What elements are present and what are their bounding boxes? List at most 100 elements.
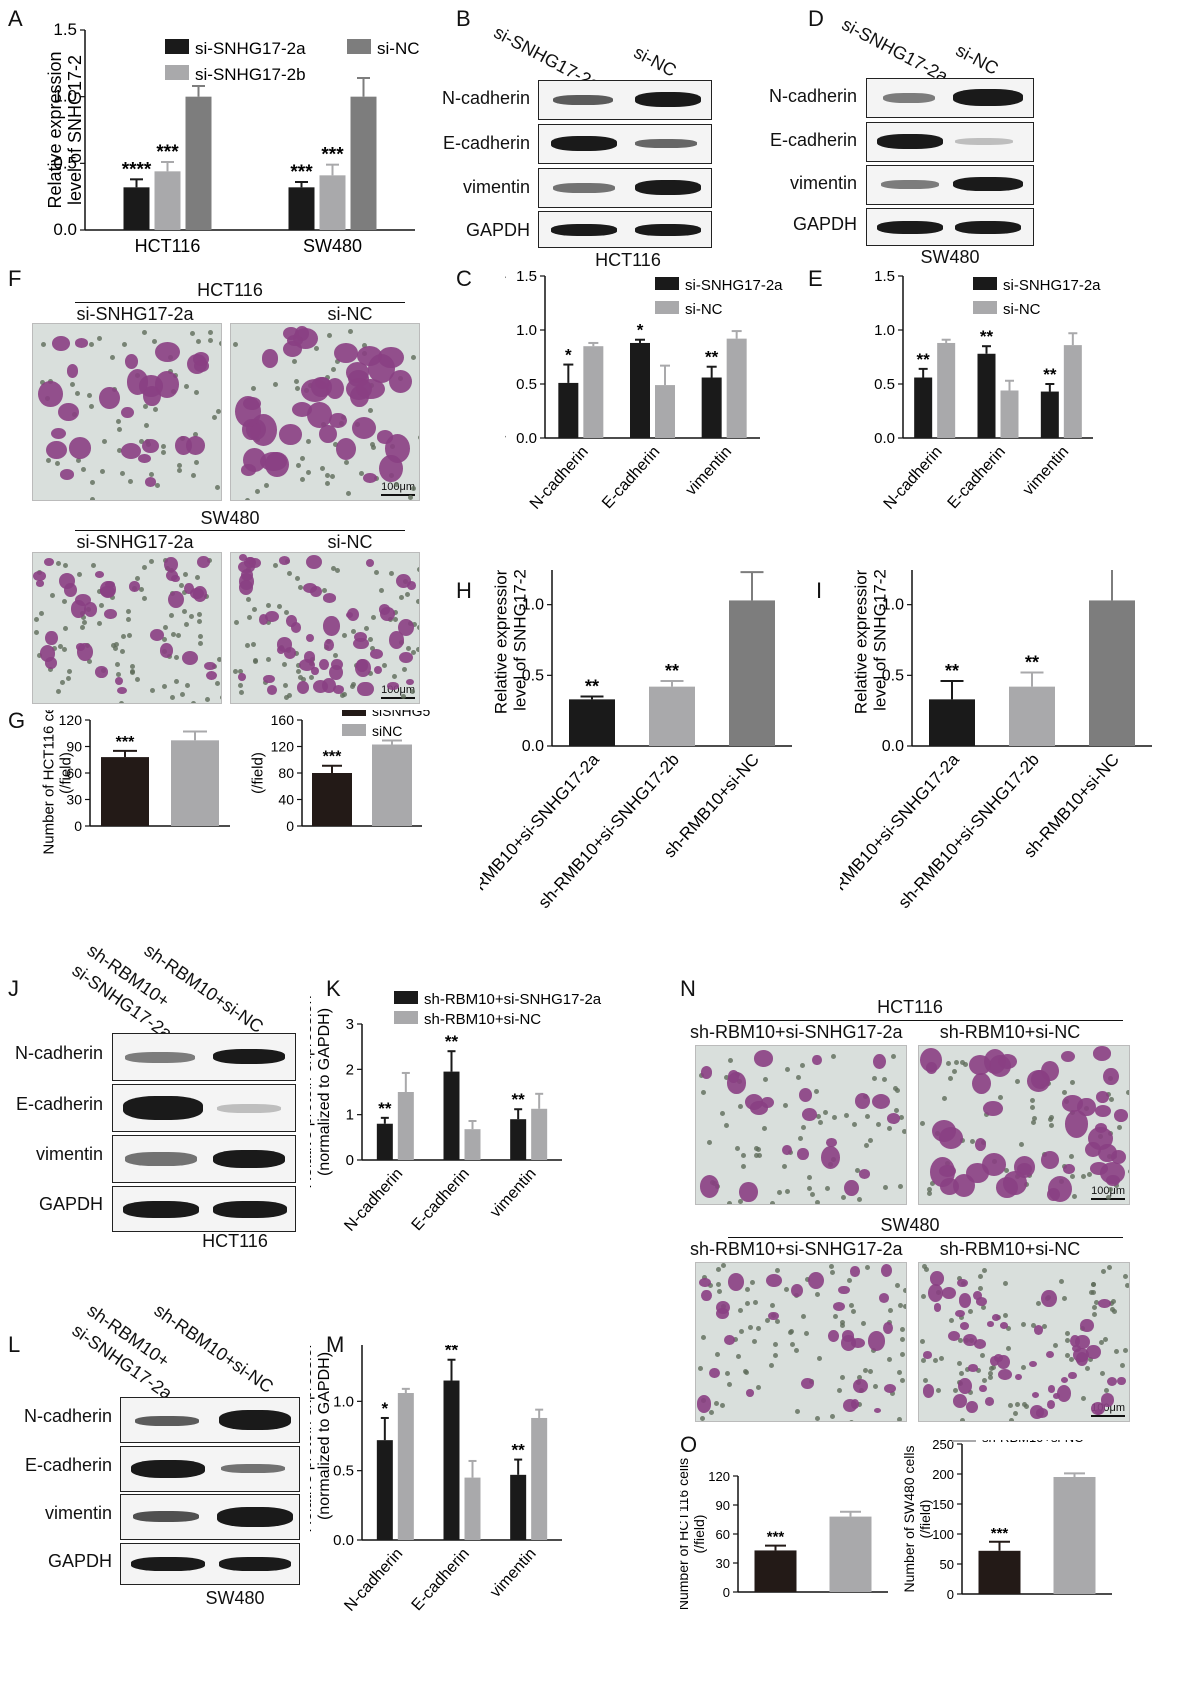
stained-cell: [833, 1301, 846, 1311]
pore-dot: [724, 1420, 730, 1421]
stained-cell: [185, 435, 205, 455]
pore-dot: [1100, 1371, 1106, 1377]
stained-cell: [828, 1329, 839, 1342]
panel-label-i: I: [816, 578, 823, 603]
pore-dot: [120, 634, 126, 640]
stained-cell: [405, 678, 415, 686]
pore-dot: [919, 1120, 925, 1126]
stained-cell: [878, 1293, 890, 1303]
bar: [510, 1474, 527, 1540]
stained-cell: [120, 406, 134, 418]
significance-label: ***: [156, 142, 179, 163]
pore-dot: [1061, 1090, 1067, 1096]
blot-j-row-4: GAPDH: [38, 1194, 103, 1214]
pore-dot: [335, 567, 341, 573]
pore-dot: [863, 1143, 869, 1149]
pore-dot: [55, 560, 61, 566]
pore-dot: [287, 571, 293, 577]
bar: [376, 1440, 393, 1540]
pore-dot: [90, 563, 96, 569]
stained-cell: [886, 1112, 900, 1124]
bar: [154, 171, 181, 230]
pore-dot: [1093, 1299, 1099, 1305]
panel-label-j: J: [8, 976, 19, 1001]
blot-l-row-3: vimentin: [44, 1503, 112, 1523]
y-tick-label: 1.5: [874, 270, 895, 285]
pore-dot: [196, 612, 202, 618]
pore-dot: [713, 1401, 719, 1407]
pore-dot: [351, 629, 357, 635]
pore-dot: [764, 1317, 770, 1323]
pore-dot: [893, 1085, 899, 1091]
bar: [655, 385, 675, 438]
pore-dot: [406, 645, 412, 651]
pore-dot: [295, 663, 301, 669]
pore-dot: [399, 594, 405, 600]
micro-f-bottom-left: si-SNHG17-2a: [76, 532, 194, 552]
stained-cell: [727, 1070, 740, 1084]
pore-dot: [716, 1289, 722, 1295]
significance-label: **: [585, 677, 599, 697]
stained-cell: [942, 1286, 957, 1300]
pore-dot: [739, 1329, 745, 1335]
stained-cell: [296, 680, 310, 694]
stained-cell: [808, 1271, 825, 1289]
stained-cell: [931, 1119, 956, 1142]
bar: [312, 773, 352, 826]
stained-cell: [838, 1285, 850, 1295]
pore-dot: [809, 1191, 815, 1197]
pore-dot: [252, 658, 258, 664]
stained-cell: [83, 602, 97, 617]
pore-dot: [1002, 1313, 1008, 1319]
pore-dot: [1041, 1324, 1047, 1330]
pore-dot: [74, 390, 80, 396]
pore-dot: [935, 1388, 941, 1394]
pore-dot: [725, 1371, 731, 1377]
stained-cell: [77, 643, 93, 661]
stained-cell: [1107, 1376, 1118, 1386]
pore-dot: [1124, 1282, 1129, 1288]
pore-dot: [871, 1076, 877, 1082]
pore-dot: [266, 657, 272, 663]
stained-cell: [145, 477, 157, 488]
pore-dot: [839, 1375, 845, 1381]
pore-dot: [1092, 1311, 1098, 1317]
pore-dot: [367, 407, 373, 413]
pore-dot: [66, 676, 72, 682]
stained-cell: [820, 1145, 841, 1169]
pore-dot: [45, 458, 51, 464]
pore-dot: [296, 462, 302, 468]
pore-dot: [214, 680, 220, 686]
pore-dot: [902, 1304, 906, 1310]
stained-cell: [52, 336, 71, 351]
stained-cell: [746, 1389, 754, 1397]
stained-cell: [332, 684, 345, 694]
stained-cell: [353, 637, 369, 650]
pore-dot: [1091, 1289, 1097, 1295]
stained-cell: [286, 614, 297, 627]
legend-swatch: [952, 1440, 976, 1442]
stained-cell: [283, 647, 296, 659]
pore-dot: [111, 643, 117, 649]
stained-cell: [701, 1289, 712, 1302]
plot-area: 0 1 2 3 Relative protein expression (normaliz…: [310, 991, 602, 1235]
y-tick-label: 1.0: [522, 597, 544, 614]
pore-dot: [959, 1315, 965, 1321]
stained-cell: [365, 559, 375, 568]
panel-label-g: G: [8, 708, 26, 733]
stained-cell: [194, 360, 210, 372]
y-axis-label: Relative protein expression: [310, 1345, 315, 1533]
pore-dot: [738, 1199, 743, 1204]
pore-dot: [415, 646, 419, 652]
legend-label: si-NC: [1003, 301, 1041, 318]
stained-cell: [374, 666, 383, 675]
pore-dot: [856, 1196, 862, 1202]
bar: [977, 353, 996, 438]
bar: [464, 1129, 481, 1160]
pore-dot: [1030, 1105, 1036, 1111]
stained-cell: [700, 1066, 713, 1079]
pore-dot: [988, 1366, 994, 1372]
pore-dot: [700, 1335, 706, 1341]
pore-dot: [1029, 1098, 1035, 1104]
